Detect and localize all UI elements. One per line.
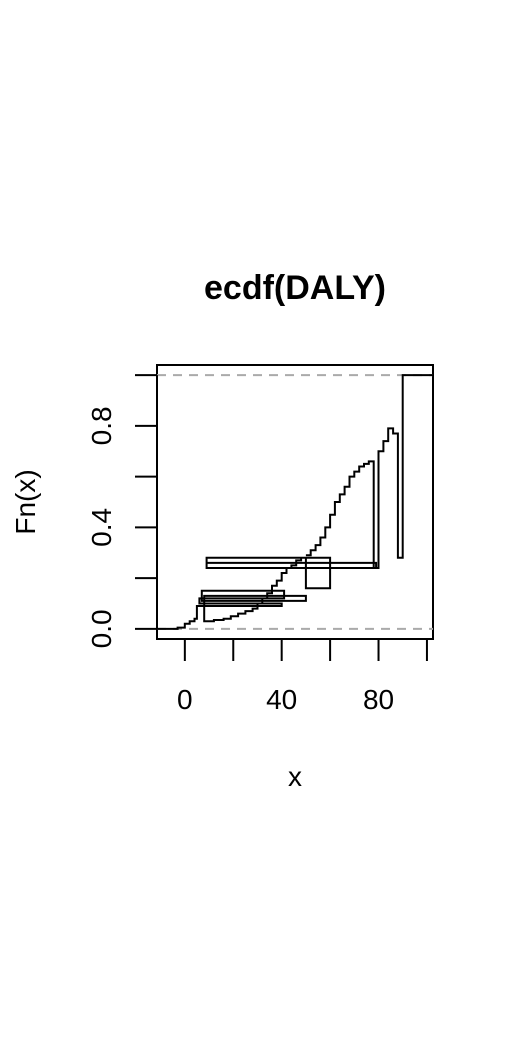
ecdf-step-series-1	[207, 461, 377, 568]
chart-title: ecdf(DALY)	[204, 269, 386, 307]
x-tick-label-0: 0	[177, 684, 193, 715]
x-tick-label-2: 40	[266, 684, 297, 715]
x-axis: 0 40 80	[177, 639, 427, 715]
ecdf-step-series-0	[157, 375, 433, 629]
y-tick-label-4: 0.8	[86, 406, 117, 445]
x-tick-label-4: 80	[363, 684, 394, 715]
y-axis: 0.0 0.4 0.8	[86, 375, 157, 648]
y-tick-label-0: 0.0	[86, 609, 117, 648]
y-axis-label: Fn(x)	[10, 469, 41, 534]
x-axis-label: x	[288, 761, 302, 792]
reference-lines	[157, 375, 433, 629]
y-tick-label-2: 0.4	[86, 508, 117, 547]
ecdf-series-group	[157, 375, 433, 629]
